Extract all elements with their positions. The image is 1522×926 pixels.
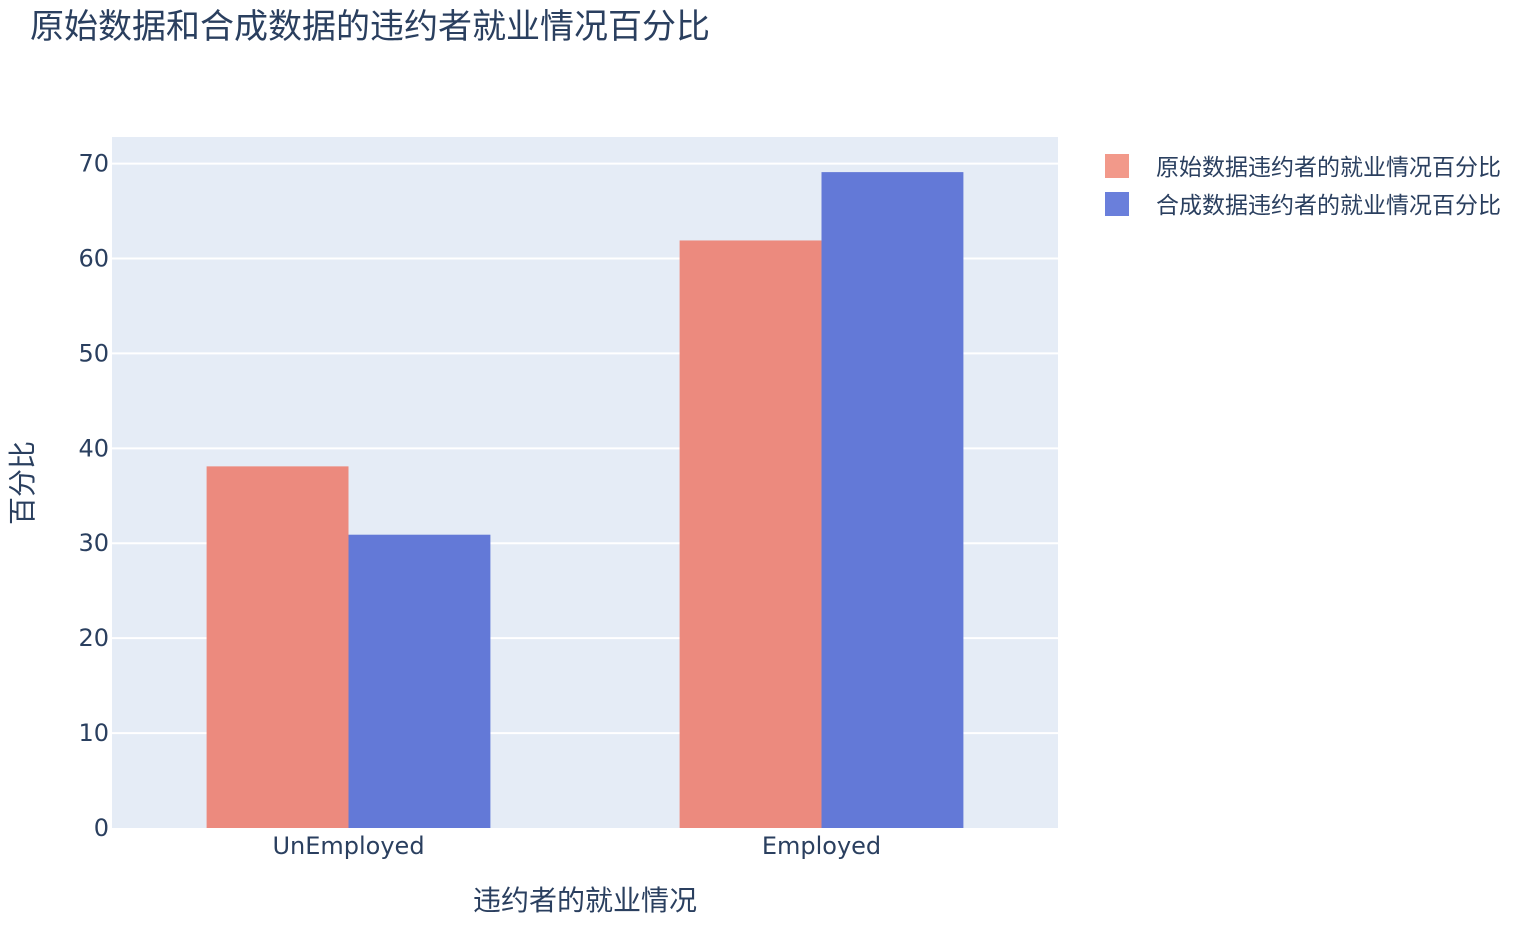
legend-label: 合成数据违约者的就业情况百分比 [1156,193,1501,219]
y-tick-label: 70 [78,150,109,178]
y-tick-label: 30 [78,529,109,557]
bar-employed-series-1[interactable] [679,240,822,829]
bar-unemployed-series-2[interactable] [348,534,491,828]
y-axis-title: 百分比 [6,441,39,525]
y-tick-label: 60 [78,244,109,272]
legend-swatch [1105,192,1129,216]
x-tick-label: Employed [762,832,881,860]
legend-swatch [1105,154,1129,178]
y-tick-label: 50 [78,339,109,367]
y-tick-label: 20 [78,624,109,652]
x-axis-title: 违约者的就业情况 [473,884,697,917]
x-axis-ticks: UnEmployed Employed [272,832,881,860]
y-tick-label: 0 [94,814,109,842]
bars [206,172,964,829]
bar-employed-series-2[interactable] [821,172,964,828]
legend-label: 原始数据违约者的就业情况百分比 [1156,155,1501,181]
y-tick-label: 10 [78,719,109,747]
legend-item-series-1[interactable]: 原始数据违约者的就业情况百分比 [1105,154,1501,181]
legend-item-series-2[interactable]: 合成数据违约者的就业情况百分比 [1105,192,1501,219]
y-axis-ticks: 0 10 20 30 40 50 60 70 [78,150,109,842]
x-tick-label: UnEmployed [272,832,424,860]
bar-unemployed-series-1[interactable] [206,466,349,828]
chart-title: 原始数据和合成数据的违约者就业情况百分比 [30,7,710,47]
y-tick-label: 40 [78,434,109,462]
